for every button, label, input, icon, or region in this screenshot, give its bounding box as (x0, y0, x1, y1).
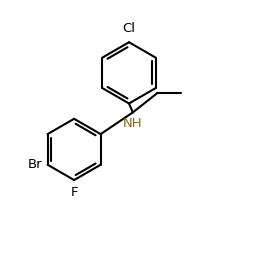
Text: Br: Br (27, 158, 42, 171)
Text: Cl: Cl (123, 22, 135, 35)
Text: NH: NH (123, 117, 143, 130)
Text: F: F (70, 187, 78, 199)
